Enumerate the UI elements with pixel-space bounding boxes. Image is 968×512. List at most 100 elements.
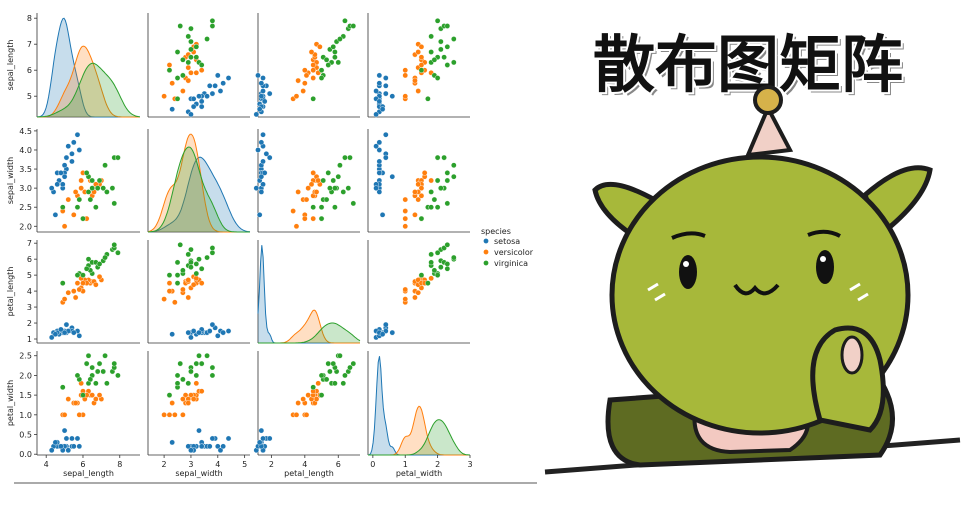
point: [89, 177, 95, 184]
y-tick-label: 4: [27, 287, 32, 296]
point: [76, 333, 83, 339]
point: [198, 98, 205, 105]
point: [206, 83, 213, 89]
point: [332, 54, 338, 61]
point: [332, 380, 338, 387]
point: [376, 98, 383, 105]
point: [383, 83, 389, 89]
point: [185, 294, 192, 301]
point: [209, 23, 216, 29]
point: [444, 241, 451, 248]
point: [96, 392, 103, 398]
point: [293, 412, 300, 418]
point: [100, 368, 107, 375]
point: [65, 143, 72, 149]
point: [70, 329, 77, 336]
point: [332, 185, 338, 191]
point: [180, 376, 186, 383]
point: [61, 427, 68, 434]
point: [412, 189, 418, 195]
point: [290, 208, 296, 214]
point: [342, 17, 348, 24]
point: [70, 212, 77, 218]
point: [54, 181, 61, 188]
y-tick-label: 3.0: [19, 184, 32, 193]
point: [72, 189, 79, 195]
point: [172, 412, 178, 418]
point: [379, 106, 386, 112]
point: [185, 251, 192, 258]
point: [402, 208, 409, 214]
point: [169, 106, 175, 112]
y-tick-label: 1.5: [19, 391, 32, 400]
point: [196, 93, 202, 99]
point: [255, 147, 261, 153]
point: [61, 223, 68, 230]
point: [389, 93, 396, 99]
point: [451, 254, 457, 261]
point: [412, 77, 418, 84]
point: [185, 443, 192, 450]
point: [402, 72, 409, 79]
point: [418, 272, 425, 278]
x-tick-label: 2: [435, 460, 440, 469]
point: [174, 380, 181, 387]
point: [193, 70, 200, 76]
paw-pad: [840, 335, 864, 375]
point: [412, 212, 418, 218]
point: [345, 185, 352, 191]
point: [318, 215, 325, 222]
paw: [810, 325, 886, 433]
x-tick-label: 6: [80, 460, 85, 469]
point: [70, 139, 77, 146]
point: [166, 280, 173, 286]
point: [52, 439, 59, 446]
y-axis-label: sepal_width: [6, 157, 15, 204]
y-tick-label: 2: [27, 319, 32, 328]
point: [300, 396, 306, 402]
point: [59, 204, 66, 211]
point: [438, 264, 444, 270]
point: [74, 280, 81, 286]
point: [217, 88, 224, 94]
point: [188, 246, 194, 253]
point: [193, 261, 200, 267]
y-tick-label: 5: [27, 92, 32, 101]
point: [65, 396, 72, 402]
point: [412, 294, 418, 301]
point: [100, 185, 107, 191]
point: [444, 23, 451, 29]
point: [177, 23, 184, 29]
point: [255, 72, 261, 79]
point: [318, 75, 325, 81]
sticker-title: 散布图矩阵: [593, 28, 903, 101]
point: [69, 435, 75, 442]
point: [166, 272, 173, 278]
point: [94, 368, 101, 375]
point: [198, 265, 205, 272]
point: [428, 259, 434, 266]
x-tick-label: 1: [403, 460, 408, 469]
x-tick-label: 4: [215, 460, 220, 469]
point: [376, 80, 383, 86]
x-tick-label: 4: [302, 460, 307, 469]
point: [310, 67, 316, 73]
point: [335, 173, 342, 180]
point: [418, 215, 425, 222]
point: [383, 131, 389, 138]
point: [444, 200, 451, 207]
point: [320, 177, 327, 184]
point: [209, 249, 216, 256]
point: [323, 196, 330, 203]
point: [193, 275, 200, 282]
point: [310, 204, 316, 211]
point: [89, 185, 95, 191]
point: [198, 103, 205, 110]
point: [350, 23, 357, 29]
point: [115, 372, 121, 379]
point: [379, 331, 386, 338]
x-tick-label: 8: [117, 460, 122, 469]
point: [431, 57, 438, 63]
y-tick-label: 0.5: [19, 431, 32, 440]
point: [313, 189, 320, 195]
